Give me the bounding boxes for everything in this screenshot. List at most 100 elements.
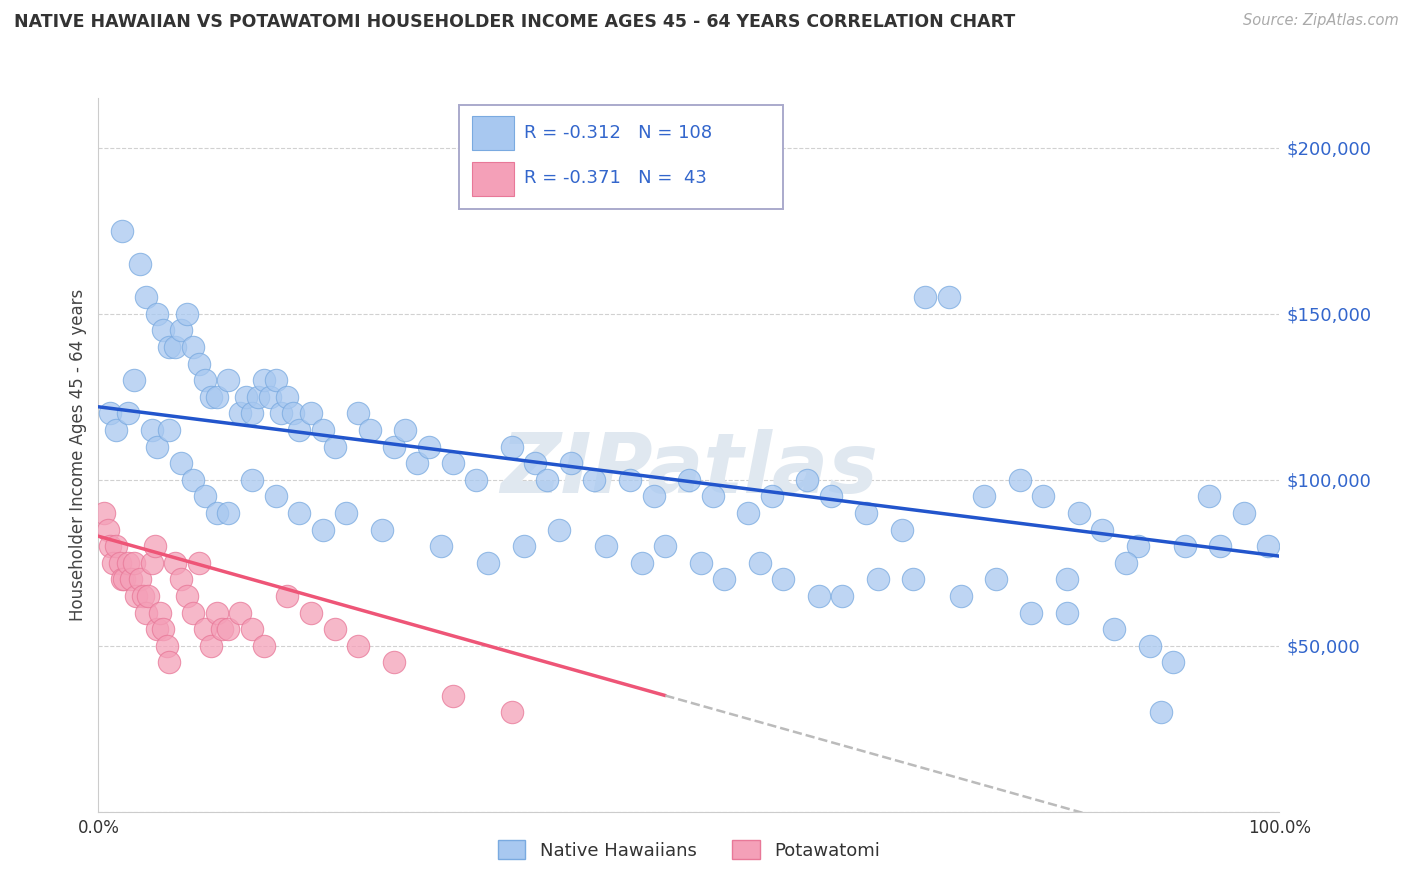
- Point: [194, 490, 217, 504]
- Point: [181, 340, 204, 354]
- Point: [347, 639, 370, 653]
- Point: [112, 573, 135, 587]
- Point: [235, 390, 257, 404]
- Point: [101, 556, 124, 570]
- Point: [211, 622, 233, 636]
- Point: [240, 406, 263, 420]
- Point: [312, 423, 335, 437]
- Point: [299, 406, 322, 420]
- Point: [903, 573, 925, 587]
- Point: [181, 473, 204, 487]
- Point: [136, 589, 159, 603]
- Point: [122, 556, 145, 570]
- Point: [117, 406, 139, 420]
- Point: [1139, 639, 1161, 653]
- Point: [1115, 556, 1137, 570]
- Point: [108, 556, 131, 570]
- Point: [170, 323, 193, 337]
- Point: [371, 523, 394, 537]
- Point: [914, 290, 936, 304]
- Point: [156, 639, 179, 653]
- Point: [259, 390, 281, 404]
- Point: [229, 606, 252, 620]
- Point: [1067, 506, 1090, 520]
- Point: [312, 523, 335, 537]
- Point: [181, 606, 204, 620]
- Point: [240, 622, 263, 636]
- Point: [165, 556, 187, 570]
- Point: [288, 423, 311, 437]
- Point: [111, 573, 134, 587]
- Point: [654, 539, 676, 553]
- Point: [1198, 490, 1220, 504]
- Point: [128, 573, 150, 587]
- Point: [93, 506, 115, 520]
- Point: [200, 639, 222, 653]
- Point: [135, 290, 157, 304]
- Point: [394, 423, 416, 437]
- Point: [772, 573, 794, 587]
- Point: [276, 589, 298, 603]
- Point: [406, 456, 429, 470]
- Point: [253, 373, 276, 387]
- Point: [132, 589, 155, 603]
- Point: [135, 606, 157, 620]
- Point: [866, 573, 889, 587]
- Point: [938, 290, 960, 304]
- Point: [217, 506, 239, 520]
- Point: [643, 490, 665, 504]
- Point: [205, 606, 228, 620]
- Point: [128, 257, 150, 271]
- Point: [1209, 539, 1232, 553]
- Point: [276, 390, 298, 404]
- Point: [117, 556, 139, 570]
- Point: [146, 622, 169, 636]
- Point: [465, 473, 488, 487]
- Point: [141, 423, 163, 437]
- Point: [1126, 539, 1149, 553]
- Point: [121, 573, 143, 587]
- Point: [820, 490, 842, 504]
- Point: [105, 423, 128, 437]
- Point: [512, 539, 534, 553]
- Point: [157, 656, 180, 670]
- Text: NATIVE HAWAIIAN VS POTAWATOMI HOUSEHOLDER INCOME AGES 45 - 64 YEARS CORRELATION : NATIVE HAWAIIAN VS POTAWATOMI HOUSEHOLDE…: [14, 13, 1015, 31]
- Y-axis label: Householder Income Ages 45 - 64 years: Householder Income Ages 45 - 64 years: [69, 289, 87, 621]
- Point: [253, 639, 276, 653]
- Point: [1233, 506, 1256, 520]
- Point: [165, 340, 187, 354]
- Point: [560, 456, 582, 470]
- Point: [524, 456, 547, 470]
- Legend: Native Hawaiians, Potawatomi: Native Hawaiians, Potawatomi: [491, 833, 887, 867]
- Point: [1161, 656, 1184, 670]
- Point: [678, 473, 700, 487]
- Point: [111, 224, 134, 238]
- Point: [152, 323, 174, 337]
- Point: [200, 390, 222, 404]
- Point: [176, 307, 198, 321]
- Point: [1174, 539, 1197, 553]
- Point: [1102, 622, 1125, 636]
- Point: [122, 373, 145, 387]
- Point: [141, 556, 163, 570]
- Point: [418, 440, 440, 454]
- Point: [1257, 539, 1279, 553]
- Text: ZIPatlas: ZIPatlas: [501, 429, 877, 509]
- Point: [146, 307, 169, 321]
- Point: [187, 556, 209, 570]
- Point: [98, 539, 121, 553]
- Point: [1032, 490, 1054, 504]
- Point: [1021, 606, 1043, 620]
- Point: [125, 589, 148, 603]
- Point: [1091, 523, 1114, 537]
- Point: [796, 473, 818, 487]
- Point: [984, 573, 1007, 587]
- Point: [382, 656, 405, 670]
- Point: [194, 373, 217, 387]
- Point: [98, 406, 121, 420]
- Point: [630, 556, 652, 570]
- Point: [323, 622, 346, 636]
- Point: [761, 490, 783, 504]
- Point: [347, 406, 370, 420]
- Point: [949, 589, 972, 603]
